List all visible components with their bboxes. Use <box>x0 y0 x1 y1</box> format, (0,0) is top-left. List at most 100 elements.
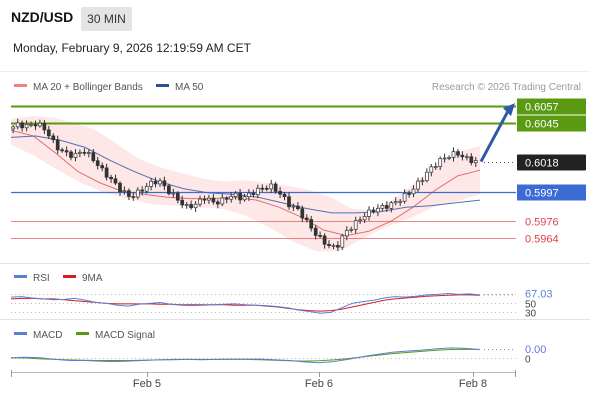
candle-down <box>118 182 122 193</box>
rsi-9ma-line <box>10 294 481 312</box>
candle-up <box>149 180 153 187</box>
candle-down <box>327 244 331 246</box>
candle-down <box>69 151 73 158</box>
candle-up <box>353 220 358 230</box>
candle-up <box>362 216 367 221</box>
candle-down <box>296 205 300 210</box>
rsi-level-label: 30 <box>525 309 537 320</box>
interval-badge[interactable]: 30 MIN <box>81 7 132 31</box>
candles <box>11 118 478 251</box>
candle-down <box>313 227 318 236</box>
symbol-title: NZD/USD <box>11 9 74 25</box>
candle-down <box>309 219 314 229</box>
candle-down <box>162 180 167 187</box>
resistance-label: 0.6045 <box>525 119 559 131</box>
macd-signal-legend-swatch <box>76 332 89 335</box>
candle-down <box>51 135 56 141</box>
candle-up <box>242 196 247 201</box>
current-price-tag <box>517 154 586 171</box>
chart-datetime: Monday, February 9, 2026 12:19:59 AM CET <box>13 41 251 55</box>
candle-down <box>260 187 265 190</box>
candle-down <box>287 196 291 208</box>
resistance-tag <box>517 98 586 115</box>
candle-down <box>300 208 305 219</box>
candle-up <box>438 158 443 167</box>
candle-down <box>33 124 38 127</box>
ma20-legend-label: MA 20 + Bollinger Bands <box>33 82 143 93</box>
candle-up <box>15 122 20 128</box>
candle-up <box>29 124 33 126</box>
candle-up <box>291 205 296 208</box>
macd-value-bg <box>519 342 559 354</box>
candle-up <box>393 201 398 204</box>
candle-up <box>24 124 29 129</box>
candle-down <box>91 152 96 162</box>
candle-up <box>135 189 140 198</box>
rsi-level-label: 50 <box>525 300 537 311</box>
macd-panel: 00.00 <box>10 342 559 366</box>
candle-up <box>184 204 189 206</box>
candle-up <box>198 198 202 205</box>
rsi-line <box>10 292 481 314</box>
research-credit: Research © 2026 Trading Central <box>432 82 581 93</box>
candle-up <box>233 192 238 197</box>
candle-down <box>304 217 309 220</box>
candle-up <box>247 192 251 198</box>
candle-down <box>336 245 340 248</box>
candle-up <box>349 229 354 231</box>
candle-up <box>416 180 420 190</box>
candle-down <box>113 178 118 184</box>
rsi-value: 67.03 <box>525 289 553 301</box>
ma50-legend-swatch <box>156 84 169 87</box>
candle-down <box>384 205 389 209</box>
candle-down <box>95 160 100 166</box>
support-label: 0.5964 <box>525 234 559 246</box>
candle-up <box>269 183 274 190</box>
candle-up <box>425 171 429 181</box>
candle-down <box>140 189 145 192</box>
resistance-tag <box>517 115 586 132</box>
candle-up <box>220 197 225 205</box>
ma50-legend-label: MA 50 <box>175 82 204 93</box>
candle-down <box>131 196 136 198</box>
candle-down <box>153 180 158 185</box>
rsi-9ma-legend-label: 9MA <box>82 273 103 284</box>
macd-line <box>10 347 481 364</box>
candle-up <box>376 207 380 213</box>
candle-down <box>60 149 64 152</box>
x-tick-label: Feb 5 <box>133 378 161 390</box>
candle-down <box>189 204 193 209</box>
candle-up <box>398 200 403 203</box>
candle-up <box>433 166 438 168</box>
forecast-arrow-shaft <box>479 110 510 163</box>
candle-down <box>273 183 278 192</box>
rsi-panel: 70503067.03 <box>10 287 559 320</box>
candle-down <box>371 209 376 213</box>
candle-up <box>193 203 198 209</box>
support-label: 0.5976 <box>525 217 559 229</box>
candle-down <box>104 167 109 178</box>
candle-up <box>429 166 434 173</box>
candle-down <box>175 192 180 201</box>
candle-up <box>411 188 416 195</box>
candle-up <box>158 180 162 185</box>
candle-up <box>367 209 371 217</box>
current-price-label: 0.6018 <box>525 158 559 170</box>
candle-down <box>318 235 322 237</box>
candle-up <box>358 219 362 222</box>
candle-up <box>207 197 211 201</box>
candle-up <box>11 126 16 130</box>
candle-down <box>251 192 256 196</box>
rsi-value-bg <box>519 287 559 300</box>
candle-down <box>127 190 131 197</box>
candle-down <box>64 150 69 153</box>
candle-up <box>86 152 91 154</box>
candle-up <box>78 151 82 154</box>
price-panel: 0.6057 0.6045 0.6018 0.5997 0.5976 0.5964 <box>10 98 586 252</box>
candle-up <box>73 152 78 158</box>
candle-up <box>451 151 456 158</box>
macd-zero-label: 0 <box>525 355 531 366</box>
candle-up <box>380 205 385 209</box>
candle-up <box>344 230 349 237</box>
